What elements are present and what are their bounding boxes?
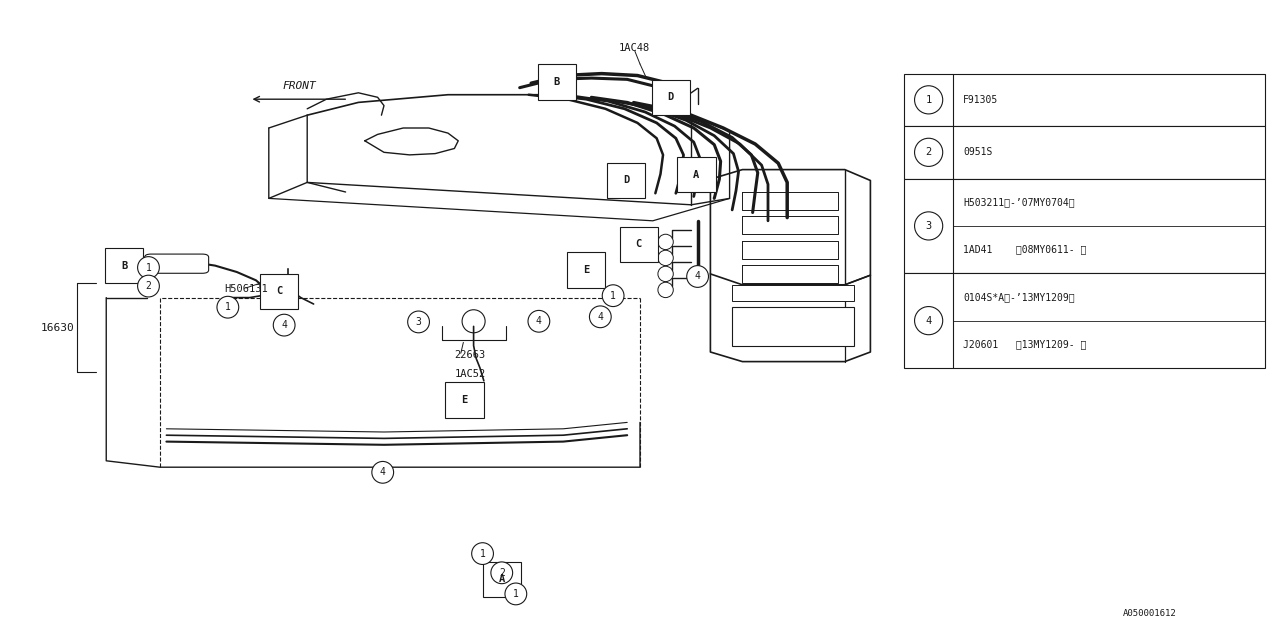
Ellipse shape: [274, 314, 296, 336]
Text: C: C: [276, 286, 282, 296]
Text: 3: 3: [416, 317, 421, 327]
Text: 4: 4: [925, 316, 932, 326]
Ellipse shape: [506, 583, 527, 605]
Text: 16630: 16630: [41, 323, 74, 333]
Ellipse shape: [216, 296, 238, 318]
Text: J20601   （13MY1209- ）: J20601 （13MY1209- ）: [964, 339, 1087, 349]
Text: E: E: [462, 395, 467, 405]
Text: D: D: [668, 92, 673, 102]
Ellipse shape: [529, 310, 550, 332]
Bar: [732, 307, 854, 346]
Text: E: E: [584, 265, 589, 275]
Text: 1: 1: [611, 291, 616, 301]
Text: 2: 2: [499, 568, 504, 578]
Text: 1: 1: [925, 95, 932, 105]
Text: 4: 4: [695, 271, 700, 282]
Ellipse shape: [915, 86, 943, 114]
Text: 1: 1: [513, 589, 518, 599]
Bar: [905, 179, 1265, 273]
Text: 4: 4: [380, 467, 385, 477]
Bar: [905, 273, 1265, 368]
Text: A: A: [694, 170, 699, 180]
Ellipse shape: [492, 562, 512, 584]
Text: B: B: [554, 77, 559, 87]
Bar: [260, 273, 298, 309]
Bar: [105, 248, 143, 283]
Text: 1AD41    （08MY0611- ）: 1AD41 （08MY0611- ）: [964, 244, 1087, 255]
Text: C: C: [636, 239, 641, 250]
FancyBboxPatch shape: [145, 254, 209, 273]
Ellipse shape: [138, 275, 160, 297]
Text: B: B: [122, 260, 127, 271]
Text: FRONT: FRONT: [283, 81, 316, 91]
Text: F91305: F91305: [964, 95, 998, 105]
Text: 1: 1: [225, 302, 230, 312]
Bar: [677, 157, 716, 192]
Bar: [483, 562, 521, 596]
Text: 22663: 22663: [454, 350, 485, 360]
Text: 2: 2: [146, 281, 151, 291]
Bar: [905, 74, 1265, 126]
Text: 4: 4: [536, 316, 541, 326]
Text: 1AC48: 1AC48: [618, 43, 649, 53]
Text: 4: 4: [282, 320, 287, 330]
Ellipse shape: [472, 543, 494, 564]
Text: D: D: [623, 175, 628, 186]
Ellipse shape: [915, 212, 943, 240]
Bar: [905, 126, 1265, 179]
Text: 1: 1: [480, 548, 485, 559]
Ellipse shape: [407, 311, 430, 333]
Bar: [607, 163, 645, 198]
Bar: [652, 80, 690, 115]
Text: 0951S: 0951S: [964, 147, 992, 157]
Ellipse shape: [915, 138, 943, 166]
Bar: [538, 65, 576, 100]
Text: A050001612: A050001612: [1123, 609, 1176, 618]
Ellipse shape: [603, 285, 625, 307]
Bar: [445, 383, 484, 418]
Bar: [620, 227, 658, 262]
Text: 4: 4: [598, 312, 603, 322]
Text: 0104S*A（-’13MY1209）: 0104S*A（-’13MY1209）: [964, 292, 1075, 302]
Ellipse shape: [915, 307, 943, 335]
Text: A: A: [499, 574, 504, 584]
Bar: [567, 252, 605, 288]
Ellipse shape: [138, 257, 160, 278]
Ellipse shape: [371, 461, 394, 483]
Text: 1: 1: [146, 262, 151, 273]
Text: H506131: H506131: [224, 284, 268, 294]
Text: 1AC52: 1AC52: [454, 369, 485, 380]
Ellipse shape: [589, 306, 612, 328]
Bar: [732, 285, 854, 301]
Text: 2: 2: [925, 147, 932, 157]
Text: H503211（-’07MY0704）: H503211（-’07MY0704）: [964, 197, 1075, 207]
Ellipse shape: [687, 266, 709, 287]
Text: 3: 3: [925, 221, 932, 231]
